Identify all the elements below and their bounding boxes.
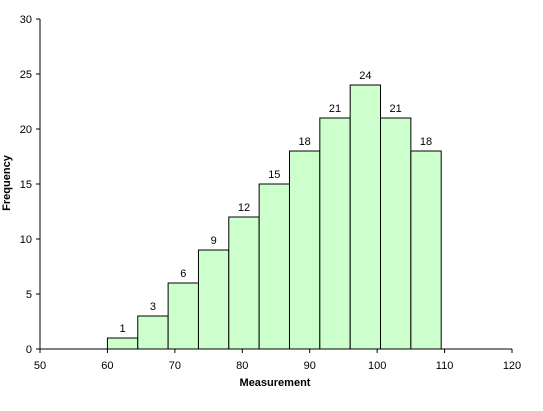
y-tick-label-0: 0: [26, 344, 32, 356]
bar-1: [138, 316, 168, 349]
data-label-7: 21: [329, 103, 341, 115]
y-tick-label-25: 25: [20, 69, 32, 81]
data-label-0: 1: [120, 323, 126, 335]
bars-group: [107, 85, 441, 349]
x-tick-label-60: 60: [101, 360, 113, 372]
data-label-8: 24: [359, 70, 371, 82]
data-label-6: 18: [299, 136, 311, 148]
x-tick-label-50: 50: [34, 360, 46, 372]
bar-5: [259, 184, 289, 349]
bar-2: [168, 283, 198, 349]
bar-4: [229, 217, 259, 349]
x-axis-title: Measurement: [240, 377, 311, 389]
y-tick-label-15: 15: [20, 179, 32, 191]
data-label-2: 6: [180, 268, 186, 280]
data-label-5: 15: [268, 169, 280, 181]
bar-6: [289, 151, 319, 349]
data-label-3: 9: [211, 235, 217, 247]
data-label-4: 12: [238, 202, 250, 214]
bar-9: [381, 118, 411, 349]
bar-7: [320, 118, 350, 349]
x-tick-label-90: 90: [304, 360, 316, 372]
y-tick-label-20: 20: [20, 124, 32, 136]
x-tick-label-100: 100: [368, 360, 386, 372]
bar-10: [411, 151, 441, 349]
data-label-9: 21: [390, 103, 402, 115]
x-tick-label-110: 110: [436, 360, 454, 372]
x-axis-ticks: 50 60 70 80 90 100 110 120: [34, 349, 521, 372]
bar-0: [107, 338, 137, 349]
y-tick-label-5: 5: [26, 289, 32, 301]
x-tick-label-80: 80: [236, 360, 248, 372]
bar-8: [350, 85, 380, 349]
data-label-1: 3: [150, 301, 156, 313]
y-axis-ticks: 0 5 10 15 20 25 30: [20, 14, 40, 356]
y-tick-label-10: 10: [20, 234, 32, 246]
x-tick-label-70: 70: [169, 360, 181, 372]
y-axis-title: Frequency: [1, 154, 13, 211]
bar-3: [198, 250, 228, 349]
x-tick-label-120: 120: [503, 360, 521, 372]
y-tick-label-30: 30: [20, 14, 32, 26]
data-label-10: 18: [420, 136, 432, 148]
